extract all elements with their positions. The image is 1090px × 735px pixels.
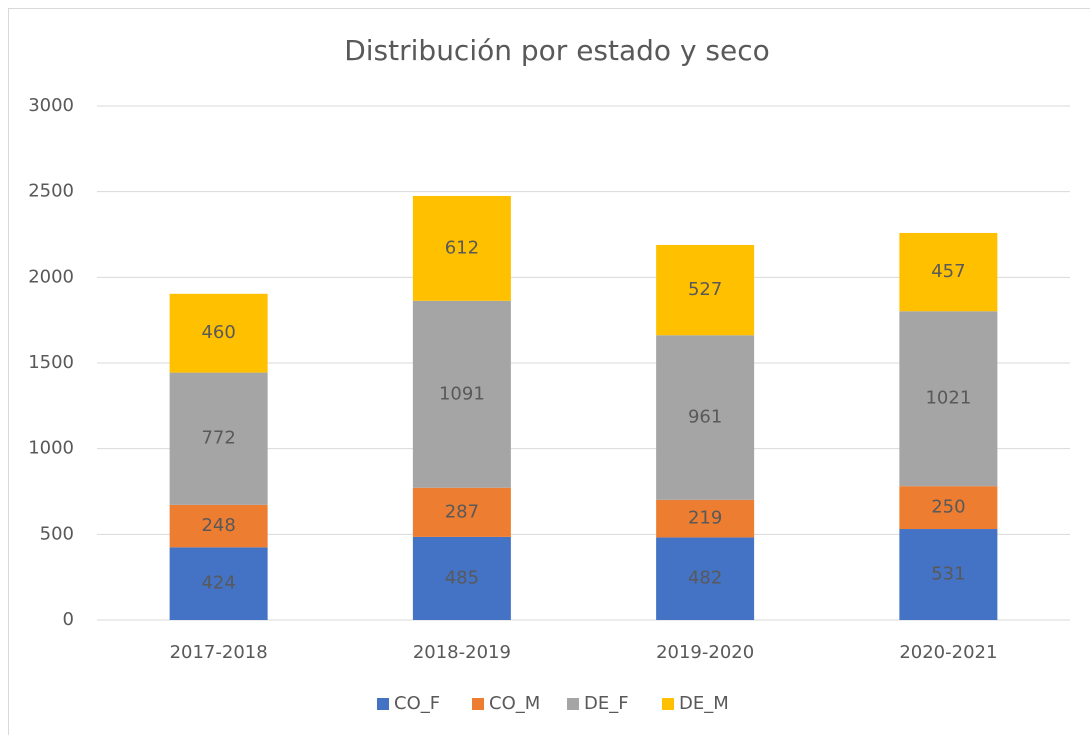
data-label: 457 <box>931 261 965 282</box>
data-label: 531 <box>931 564 965 585</box>
bar-segment <box>412 487 511 537</box>
y-tick-label: 1000 <box>28 438 74 459</box>
x-tick-label: 2018-2019 <box>413 642 511 663</box>
legend-label: CO_F <box>394 693 440 714</box>
legend-label: CO_M <box>489 693 540 714</box>
data-label: 1091 <box>439 383 485 404</box>
y-tick-label: 2500 <box>28 181 74 202</box>
bar-segment <box>899 311 998 487</box>
data-label: 612 <box>445 237 479 258</box>
legend-label: DE_M <box>679 693 729 714</box>
bar-segment <box>169 504 268 548</box>
data-label: 219 <box>688 508 722 529</box>
data-label: 250 <box>931 497 965 518</box>
x-tick-label: 2019-2020 <box>656 642 754 663</box>
bar-segment <box>656 335 755 500</box>
data-label: 460 <box>201 322 235 343</box>
bar-segment <box>656 244 755 336</box>
data-label: 772 <box>201 428 235 449</box>
bar-segment <box>169 293 268 373</box>
legend-label: DE_F <box>584 693 629 714</box>
x-tick-label: 2017-2018 <box>170 642 268 663</box>
legend-swatch <box>662 698 674 710</box>
data-label: 485 <box>445 567 479 588</box>
legend-swatch <box>472 698 484 710</box>
y-tick-label: 2000 <box>28 266 74 287</box>
bar-segment <box>656 537 755 620</box>
bar-segment <box>169 547 268 620</box>
data-label: 248 <box>201 515 235 536</box>
data-label: 287 <box>445 501 479 522</box>
y-tick-label: 500 <box>40 523 74 544</box>
x-tick-label: 2020-2021 <box>899 642 997 663</box>
bar-segment <box>899 232 998 312</box>
bar-segment <box>169 372 268 505</box>
bar-segment <box>656 499 755 538</box>
y-tick-label: 0 <box>63 609 74 630</box>
y-tick-label: 1500 <box>28 352 74 373</box>
bar-segment <box>412 195 511 301</box>
chart-title: Distribución por estado y seco <box>344 34 770 67</box>
bar-segment <box>412 300 511 488</box>
bar-segment <box>899 486 998 530</box>
y-tick-label: 3000 <box>28 95 74 116</box>
data-label: 527 <box>688 279 722 300</box>
data-label: 482 <box>688 568 722 589</box>
data-label: 1021 <box>925 388 971 409</box>
legend-swatch <box>567 698 579 710</box>
data-label: 961 <box>688 407 722 428</box>
bar-segment <box>899 529 998 620</box>
data-label: 424 <box>201 573 235 594</box>
legend-swatch <box>377 698 389 710</box>
bar-segment <box>412 536 511 620</box>
